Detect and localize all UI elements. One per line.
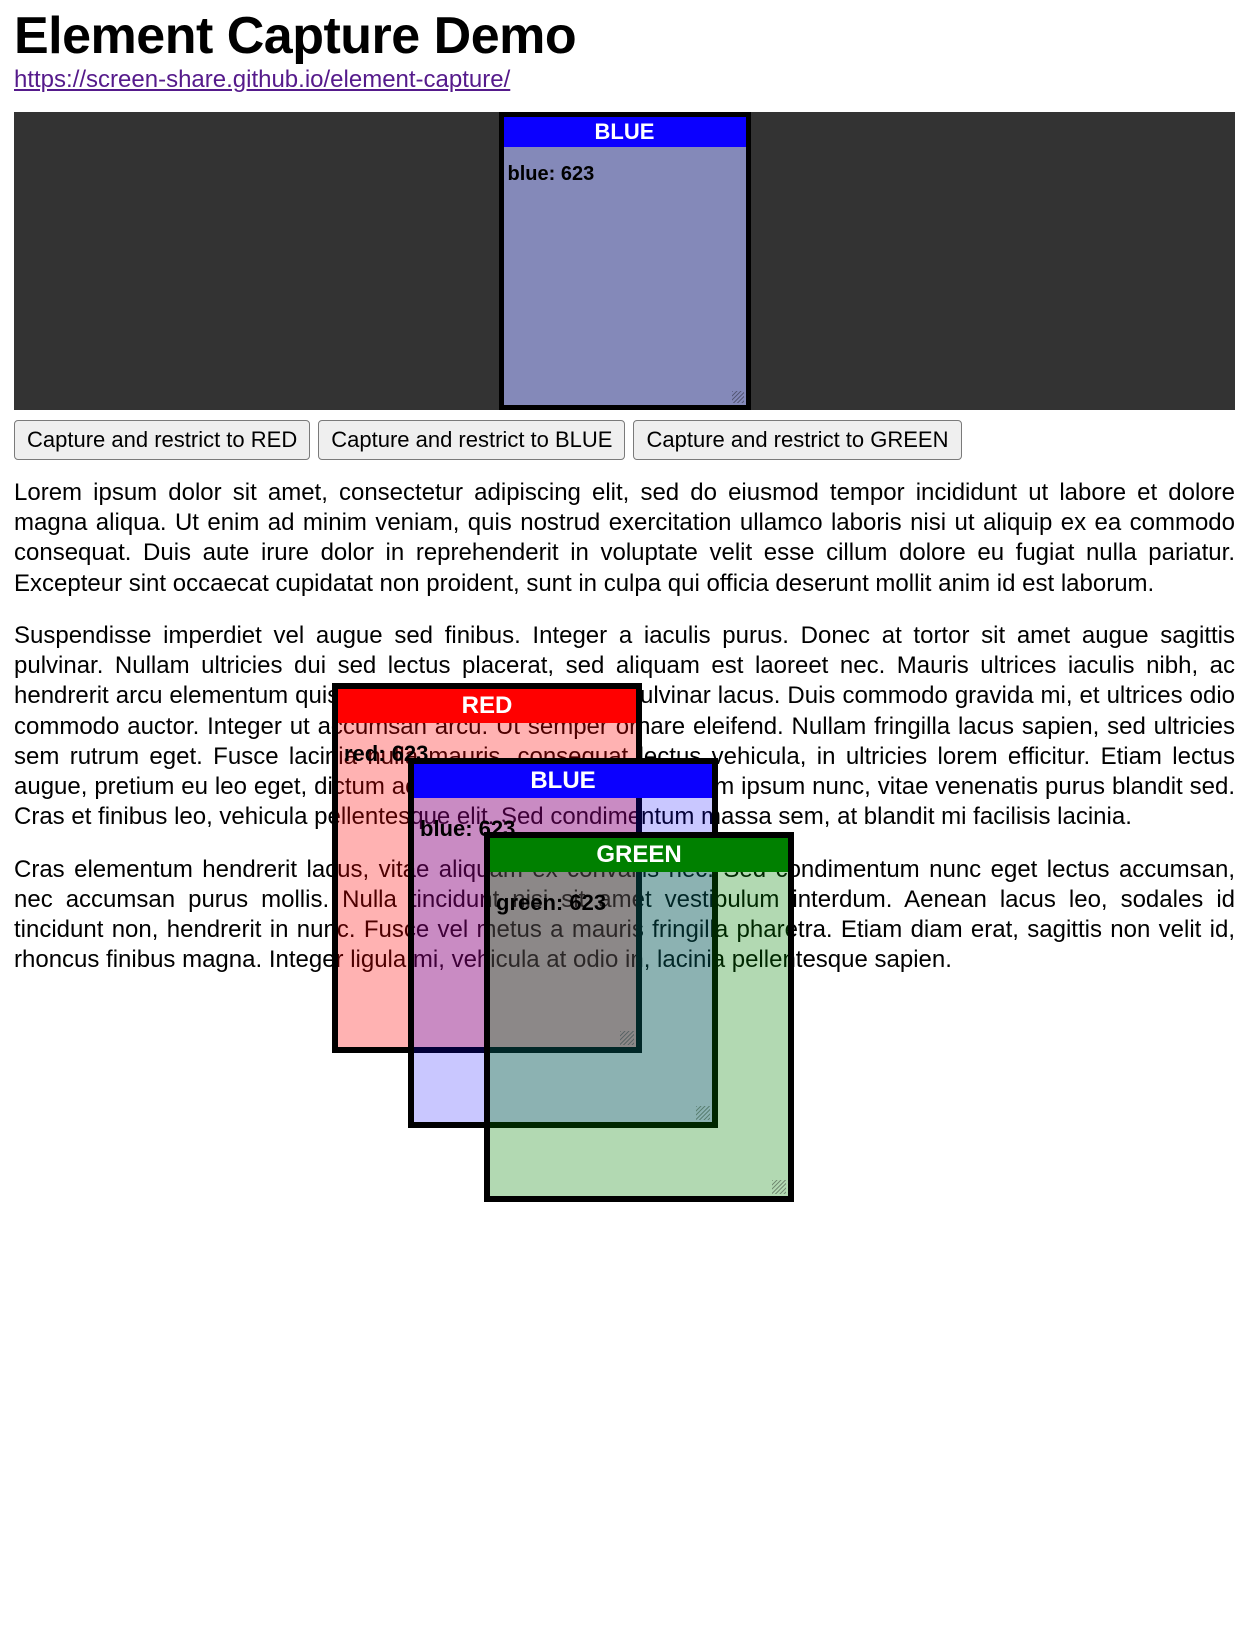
capture-red-button[interactable]: Capture and restrict to RED	[14, 420, 310, 460]
green-card-body: green: 623	[490, 872, 788, 1196]
paragraph-1: Lorem ipsum dolor sit amet, consectetur …	[14, 478, 1235, 599]
video-preview-card-status: blue: 623	[508, 163, 595, 185]
page-title: Element Capture Demo	[14, 6, 1235, 66]
video-preview-card-title: BLUE	[504, 117, 746, 147]
blue-card-title: BLUE	[414, 764, 712, 798]
capture-button-row: Capture and restrict to RED Capture and …	[14, 420, 1235, 460]
video-preview-card: BLUE blue: 623	[499, 112, 751, 410]
red-card-title: RED	[338, 689, 636, 723]
spec-link[interactable]: https://screen-share.github.io/element-c…	[14, 66, 510, 94]
green-card[interactable]: GREEN green: 623	[484, 832, 794, 1202]
green-card-title: GREEN	[490, 838, 788, 872]
video-preview-card-body: blue: 623	[504, 147, 746, 405]
video-preview-area: BLUE blue: 623	[14, 112, 1235, 410]
content-stage: Lorem ipsum dolor sit amet, consectetur …	[14, 478, 1235, 976]
capture-green-button[interactable]: Capture and restrict to GREEN	[633, 420, 961, 460]
capture-blue-button[interactable]: Capture and restrict to BLUE	[318, 420, 625, 460]
green-card-status: green: 623	[496, 890, 606, 915]
